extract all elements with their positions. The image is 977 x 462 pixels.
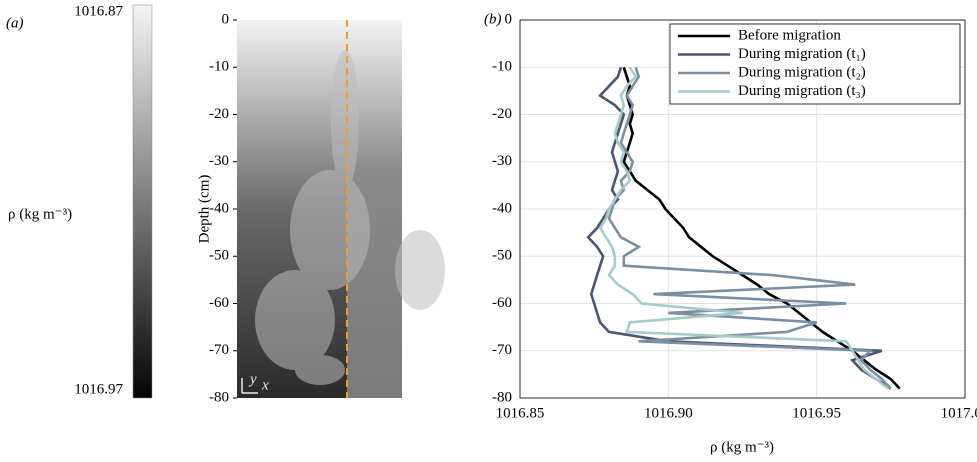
y-tick-label: -80 bbox=[492, 389, 512, 405]
colorbar-label: ρ (kg m⁻³) bbox=[8, 206, 72, 222]
legend-label: During migration (t₂) bbox=[738, 64, 866, 80]
y-tick-label: -10 bbox=[492, 59, 512, 75]
y-tick-label: -10 bbox=[209, 59, 229, 75]
x-tick-label: 1016.95 bbox=[792, 405, 841, 421]
y-tick-label: 0 bbox=[222, 11, 230, 27]
profile-line bbox=[622, 66, 901, 390]
orientation-arrows bbox=[241, 378, 258, 394]
legend-label: During migration (t₃) bbox=[738, 83, 866, 99]
legend-label: Before migration bbox=[738, 27, 841, 43]
plume bbox=[255, 50, 445, 385]
orient-y: y bbox=[248, 371, 257, 387]
legend-label: During migration (t₁) bbox=[738, 46, 866, 62]
panel-b: (b) ρ (kg m⁻³) 0 -10 -20 -30 -40 -50 -60 -70 -80… bbox=[484, 11, 977, 455]
y-tick-label: -80 bbox=[209, 389, 229, 405]
y-tick-label: -60 bbox=[209, 295, 229, 311]
y-axis-label: Depth (cm) bbox=[196, 175, 212, 244]
y-tick-label: -30 bbox=[492, 153, 512, 169]
panel-label: (a) bbox=[6, 15, 24, 31]
panel-a: (a) ρ (kg m⁻³) 1016.87 1016.97 y x Depth… bbox=[6, 3, 445, 405]
y-tick-label: -60 bbox=[492, 295, 512, 311]
y-tick-label: -30 bbox=[209, 153, 229, 169]
y-tick-label: -20 bbox=[209, 106, 229, 122]
y-tick-label: -20 bbox=[492, 106, 512, 122]
colorbar-min-label: 1016.97 bbox=[74, 381, 123, 397]
y-tick-label: -50 bbox=[209, 248, 229, 264]
panel-label: (b) bbox=[484, 11, 502, 27]
y-tick-label: 0 bbox=[505, 11, 513, 27]
y-tick-label: -50 bbox=[492, 248, 512, 264]
x-tick-label: 1016.85 bbox=[496, 405, 545, 421]
profile-line bbox=[586, 66, 892, 390]
y-tick-label: -40 bbox=[209, 200, 229, 216]
y-tick-label: -70 bbox=[209, 342, 229, 358]
profile-line bbox=[598, 66, 889, 390]
x-axis-label: ρ (kg m⁻³) bbox=[710, 439, 774, 455]
orient-x: x bbox=[261, 377, 269, 393]
colorbar bbox=[132, 4, 153, 399]
plot-frame bbox=[519, 19, 966, 399]
x-tick-label: 1016.90 bbox=[644, 405, 693, 421]
colorbar-max-label: 1016.87 bbox=[74, 3, 123, 19]
profile-line bbox=[607, 66, 892, 390]
y-tick-label: -40 bbox=[492, 200, 512, 216]
x-tick-label: 1017.00 bbox=[941, 405, 977, 421]
y-tick-label: -70 bbox=[492, 342, 512, 358]
